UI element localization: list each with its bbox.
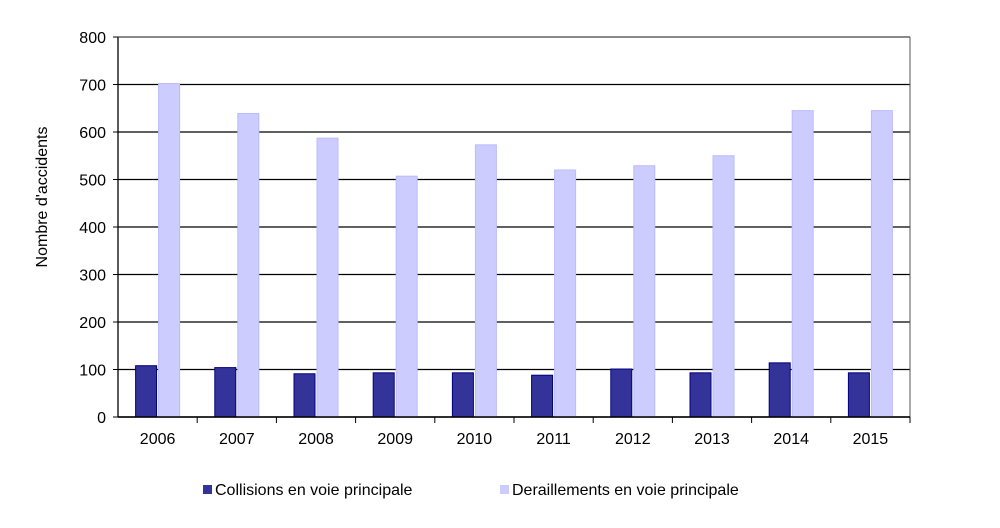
bar-collisions-2014 bbox=[768, 362, 791, 418]
x-tick-label: 2015 bbox=[853, 431, 889, 448]
bar-derailments-2011 bbox=[554, 169, 577, 418]
axes: 0 100 200 300 400 500 600 700 800 2006 2007 2008 200… bbox=[79, 30, 911, 448]
bar-derailments-2013 bbox=[712, 155, 735, 418]
bar-collisions-2015 bbox=[847, 372, 870, 418]
bar-collisions-2013 bbox=[689, 372, 712, 418]
y-tick-label: 800 bbox=[79, 30, 106, 47]
y-tick-label: 100 bbox=[79, 363, 106, 380]
legend-label: Collisions en voie principale bbox=[215, 482, 413, 499]
x-tick-label: 2007 bbox=[219, 431, 255, 448]
x-tick-label: 2012 bbox=[615, 431, 651, 448]
y-tick-label: 500 bbox=[79, 173, 106, 190]
legend: Collisions en voie principale Deraillemen… bbox=[203, 482, 739, 499]
bar-collisions-2008 bbox=[293, 373, 316, 418]
bar-collisions-2011 bbox=[531, 374, 554, 418]
legend-label: Deraillements en voie principale bbox=[512, 482, 739, 499]
bar-derailments-2010 bbox=[474, 144, 497, 418]
bar-derailments-2015 bbox=[870, 110, 893, 418]
bar-collisions-2006 bbox=[135, 365, 158, 418]
y-tick-label: 600 bbox=[79, 125, 106, 142]
bar-derailments-2014 bbox=[791, 110, 814, 418]
legend-swatch bbox=[500, 485, 509, 494]
bar-collisions-2009 bbox=[372, 372, 395, 418]
bars bbox=[135, 83, 893, 418]
x-tick-label: 2011 bbox=[536, 431, 571, 448]
gridlines bbox=[118, 36, 910, 418]
y-axis-label: Nombre d'accidents bbox=[34, 127, 51, 268]
bar-collisions-2007 bbox=[214, 367, 237, 418]
y-tick-label: 700 bbox=[79, 78, 106, 95]
bar-derailments-2006 bbox=[158, 83, 181, 418]
y-tick-label: 300 bbox=[79, 268, 106, 285]
y-tick-label: 400 bbox=[79, 220, 106, 237]
y-tick-label: 200 bbox=[79, 315, 106, 332]
x-tick-label: 2013 bbox=[694, 431, 730, 448]
x-tick-label: 2014 bbox=[773, 431, 809, 448]
bar-collisions-2010 bbox=[451, 372, 474, 418]
x-tick-label: 2010 bbox=[457, 431, 493, 448]
x-tick-label: 2009 bbox=[377, 431, 413, 448]
y-tick-label: 0 bbox=[97, 410, 106, 427]
bar-derailments-2009 bbox=[395, 175, 418, 418]
x-tick-label: 2008 bbox=[298, 431, 334, 448]
bar-collisions-2012 bbox=[610, 368, 633, 418]
x-tick-label: 2006 bbox=[140, 431, 176, 448]
legend-swatch bbox=[203, 485, 212, 494]
bar-derailments-2008 bbox=[316, 137, 339, 418]
bar-derailments-2012 bbox=[633, 165, 656, 418]
bar-derailments-2007 bbox=[237, 112, 260, 418]
